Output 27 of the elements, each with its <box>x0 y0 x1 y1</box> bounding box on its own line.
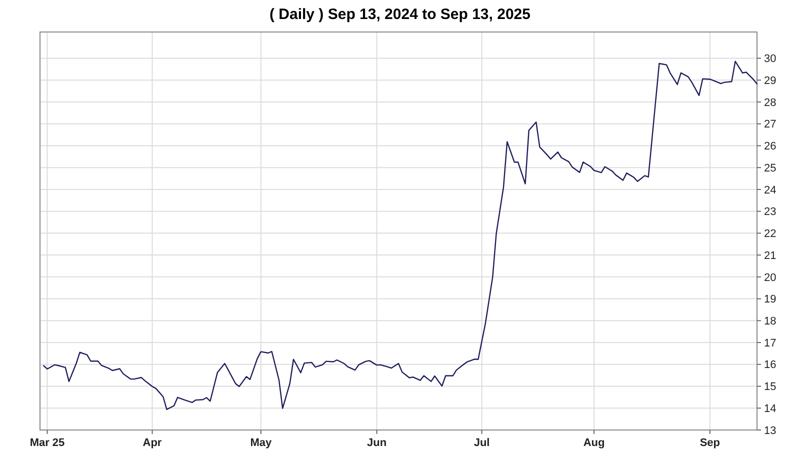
y-tick-label: 14 <box>764 402 776 415</box>
x-tick-label: Mar 25 <box>30 437 65 449</box>
y-tick-label: 13 <box>764 424 776 437</box>
line-series <box>43 60 758 410</box>
y-tick-label: 22 <box>764 228 776 240</box>
y-tick-label: 26 <box>764 140 776 153</box>
y-tick-label: 18 <box>764 316 776 328</box>
y-tick-label: 20 <box>764 272 776 284</box>
y-tick-label: 25 <box>764 162 776 174</box>
y-tick-label: 16 <box>764 359 776 372</box>
x-tick-label: Aug <box>583 437 605 449</box>
y-tick-label: 29 <box>764 74 776 87</box>
y-tick-label: 24 <box>764 184 776 196</box>
y-tick-label: 17 <box>764 337 776 350</box>
x-tick-label: May <box>250 437 272 449</box>
x-tick-label: Apr <box>142 437 162 449</box>
x-tick-label: Jun <box>366 437 387 449</box>
y-tick-label: 19 <box>764 294 776 306</box>
y-tick-label: 28 <box>764 96 776 109</box>
x-tick-label: Jul <box>474 437 490 449</box>
y-tick-label: 21 <box>764 250 776 262</box>
x-tick-label: Sep <box>700 437 720 449</box>
y-tick-label: 23 <box>764 206 776 218</box>
y-tick-label: 15 <box>764 381 776 394</box>
y-tick-label: 30 <box>764 53 776 66</box>
y-tick-label: 27 <box>764 118 776 131</box>
chart-title: ( Daily ) Sep 13, 2024 to Sep 13, 2025 <box>270 6 530 23</box>
